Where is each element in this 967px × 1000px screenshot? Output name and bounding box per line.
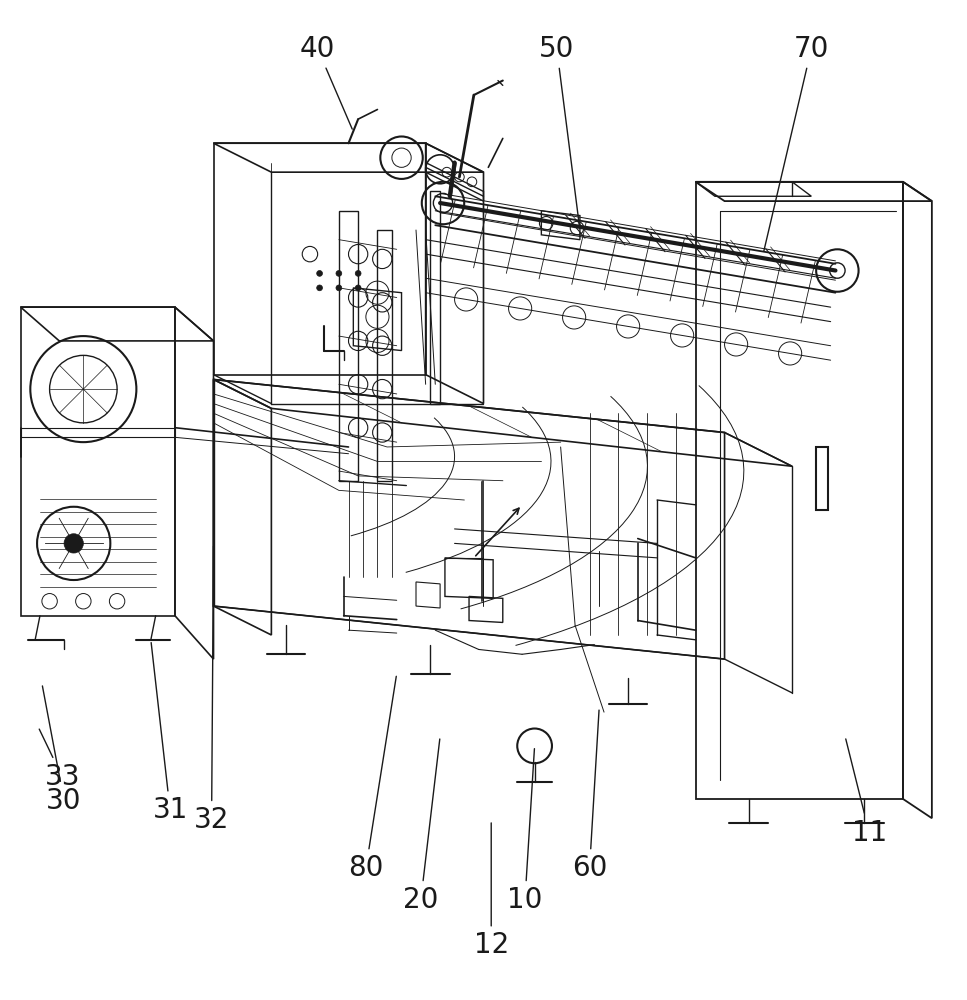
Text: 60: 60 bbox=[571, 710, 607, 882]
Text: 80: 80 bbox=[348, 676, 396, 882]
Text: 20: 20 bbox=[403, 739, 440, 914]
Circle shape bbox=[64, 534, 83, 553]
Text: 40: 40 bbox=[300, 35, 352, 129]
Circle shape bbox=[336, 285, 341, 291]
Text: 30: 30 bbox=[43, 686, 82, 815]
Text: 12: 12 bbox=[474, 823, 509, 959]
Text: 50: 50 bbox=[539, 35, 579, 227]
Text: 10: 10 bbox=[508, 749, 542, 914]
Circle shape bbox=[355, 271, 361, 276]
Text: 33: 33 bbox=[40, 729, 80, 791]
Text: 31: 31 bbox=[151, 643, 188, 824]
Text: 11: 11 bbox=[846, 739, 887, 847]
Circle shape bbox=[336, 271, 341, 276]
Circle shape bbox=[355, 285, 361, 291]
Circle shape bbox=[316, 271, 322, 276]
Text: 70: 70 bbox=[764, 35, 829, 251]
Text: 32: 32 bbox=[194, 546, 229, 834]
Circle shape bbox=[316, 285, 322, 291]
